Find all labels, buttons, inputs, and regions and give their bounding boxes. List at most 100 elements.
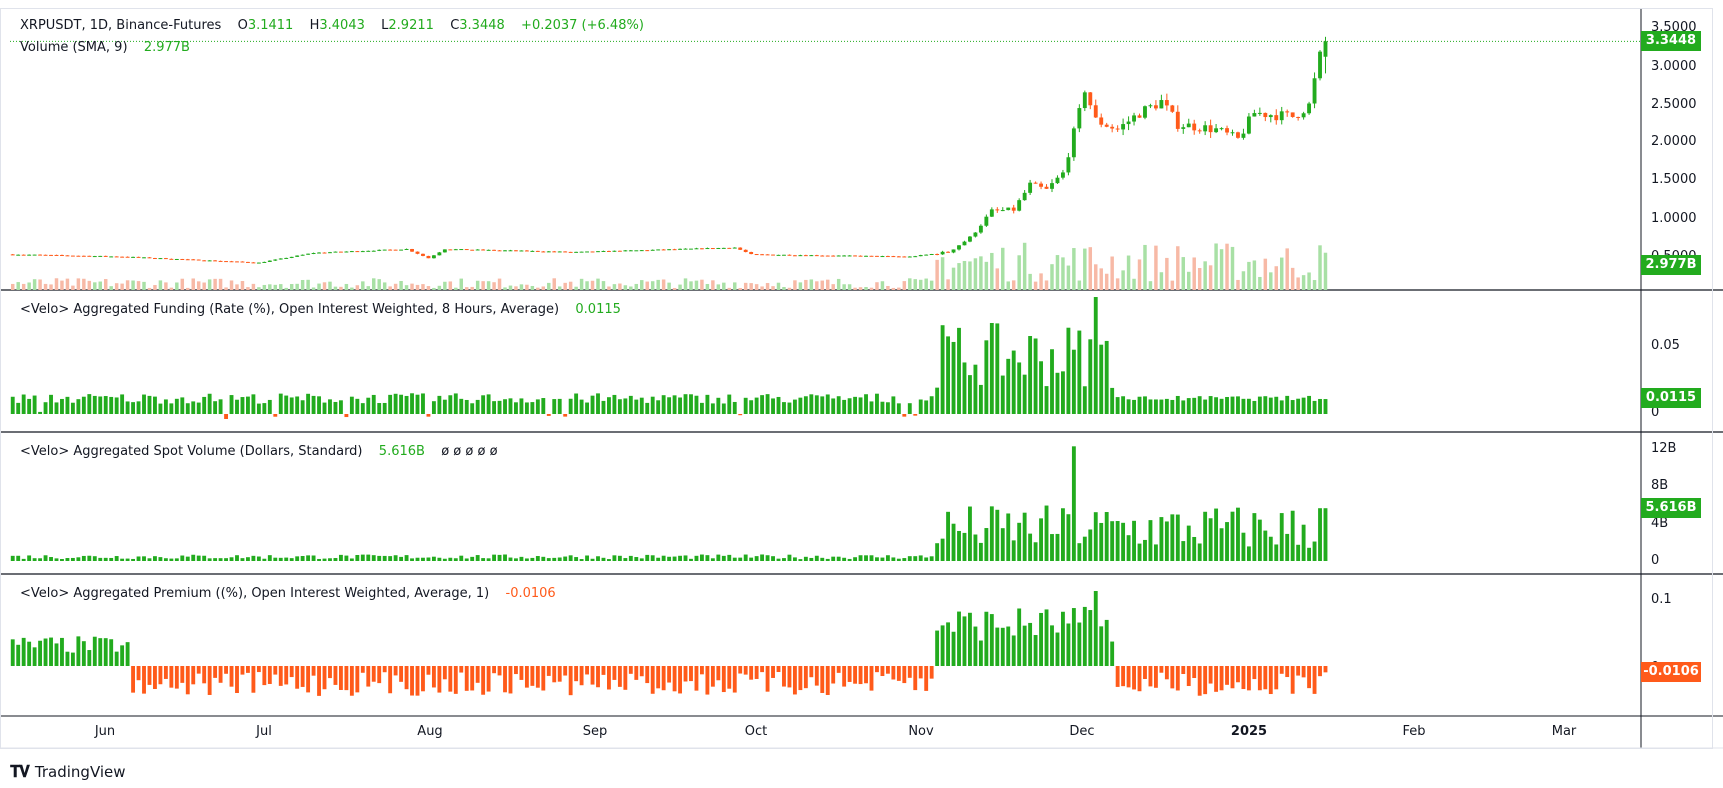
volume-bar [842, 284, 846, 290]
spot-legend[interactable]: <Velo> Aggregated Spot Volume (Dollars, … [20, 444, 498, 459]
funding-bar [831, 398, 836, 414]
premium-bar [672, 666, 677, 692]
symbol-title[interactable]: XRPUSDT, 1D, Binance-Futures [20, 18, 222, 33]
funding-bar [1285, 395, 1290, 414]
spot-volume-bar [1236, 507, 1240, 561]
spot-volume-bar [776, 558, 781, 561]
spot-volume-bar [21, 558, 26, 561]
spot-volume-bar [503, 554, 507, 561]
premium-bar [481, 666, 486, 695]
funding-bar [262, 403, 267, 414]
volume-bar [514, 286, 518, 290]
volume-bar [372, 278, 376, 290]
volume-bar [590, 280, 595, 290]
candle-body [1022, 192, 1027, 201]
spot-volume-bar [995, 509, 1000, 561]
candle-body [1126, 121, 1131, 125]
spot-volume-bar [1159, 517, 1164, 561]
candle-body [448, 249, 453, 251]
candle-body [1033, 182, 1038, 184]
candle-body [142, 257, 146, 259]
funding-bar [568, 398, 573, 414]
funding-bar [109, 396, 114, 414]
premium-bar [256, 666, 261, 673]
candle-body [869, 255, 874, 257]
candle-body [1214, 128, 1219, 133]
candle-body [1104, 124, 1109, 127]
volume-bar [410, 283, 414, 290]
funding-bar [295, 396, 300, 414]
volume-bar [585, 281, 589, 290]
funding-bar [131, 402, 136, 414]
funding-bar [382, 402, 387, 414]
candle-body [1077, 108, 1082, 129]
spot-volume-bar [169, 558, 174, 561]
premium-bar [858, 666, 863, 685]
candle-body [481, 249, 486, 251]
premium-bar [442, 666, 447, 680]
premium-legend[interactable]: <Velo> Aggregated Premium ((%), Open Int… [20, 586, 556, 601]
premium-bar [366, 666, 371, 687]
brand[interactable]: 𝐓𝐕 TradingView [10, 762, 126, 782]
premium-bar [174, 666, 179, 689]
premium-bar [1104, 619, 1109, 666]
funding-legend[interactable]: <Velo> Aggregated Funding (Rate (%), Ope… [20, 302, 621, 317]
funding-bar [628, 395, 633, 414]
volume-bar [946, 279, 950, 290]
volume-bar [656, 279, 660, 290]
volume-bar [1225, 243, 1229, 290]
funding-bar [535, 399, 540, 414]
volume-legend[interactable]: Volume (SMA, 9) 2.977B [20, 40, 190, 55]
spot-volume-bar [1071, 446, 1076, 561]
volume-bar [289, 284, 294, 290]
spot-volume-bar [1186, 525, 1191, 561]
premium-bar [1099, 626, 1104, 666]
volume-bar [300, 279, 305, 290]
spot-volume-bar [738, 557, 743, 561]
candle-body [743, 249, 748, 253]
volume-bar [464, 287, 469, 290]
spot-volume-bar [667, 556, 672, 561]
funding-bar [251, 394, 256, 414]
candle-body [689, 248, 693, 250]
candle-body [1208, 125, 1213, 133]
candle-body [459, 249, 464, 251]
candle-body [1219, 128, 1224, 130]
spot-volume-bar [1093, 512, 1098, 561]
candle-body [344, 251, 349, 253]
funding-bar [76, 399, 81, 414]
spot-volume-bar [891, 557, 896, 561]
volume-bar [962, 260, 967, 290]
premium-bar [1153, 666, 1158, 688]
volume-bar [650, 281, 655, 290]
volume-bar [262, 284, 267, 290]
spot-volume-bar [1088, 529, 1093, 561]
candle-body [1039, 183, 1043, 187]
premium-bar [289, 666, 294, 678]
premium-bar [65, 651, 70, 666]
low-label: L [381, 18, 389, 33]
candle-body [382, 249, 387, 251]
funding-bar [847, 398, 852, 414]
candle-body [497, 250, 502, 252]
volume-bar [547, 282, 551, 290]
funding-bar [185, 403, 190, 414]
premium-bar [475, 666, 480, 683]
premium-bar [87, 650, 92, 666]
candle-body [1066, 157, 1071, 173]
candle-body [1312, 78, 1317, 104]
candle-body [634, 250, 639, 252]
candle-body [1121, 124, 1126, 130]
candle-body [120, 256, 125, 258]
spot-volume-bar [191, 554, 196, 561]
premium-bar [1071, 608, 1076, 666]
spot-volume-bar [875, 557, 879, 561]
candle-body [924, 254, 929, 256]
funding-bar [880, 401, 885, 414]
spot-volume-bar [338, 554, 343, 561]
volume-bar [1208, 265, 1213, 290]
volume-bar [1279, 257, 1284, 290]
volume-bar [951, 267, 956, 290]
funding-bar [120, 394, 125, 414]
